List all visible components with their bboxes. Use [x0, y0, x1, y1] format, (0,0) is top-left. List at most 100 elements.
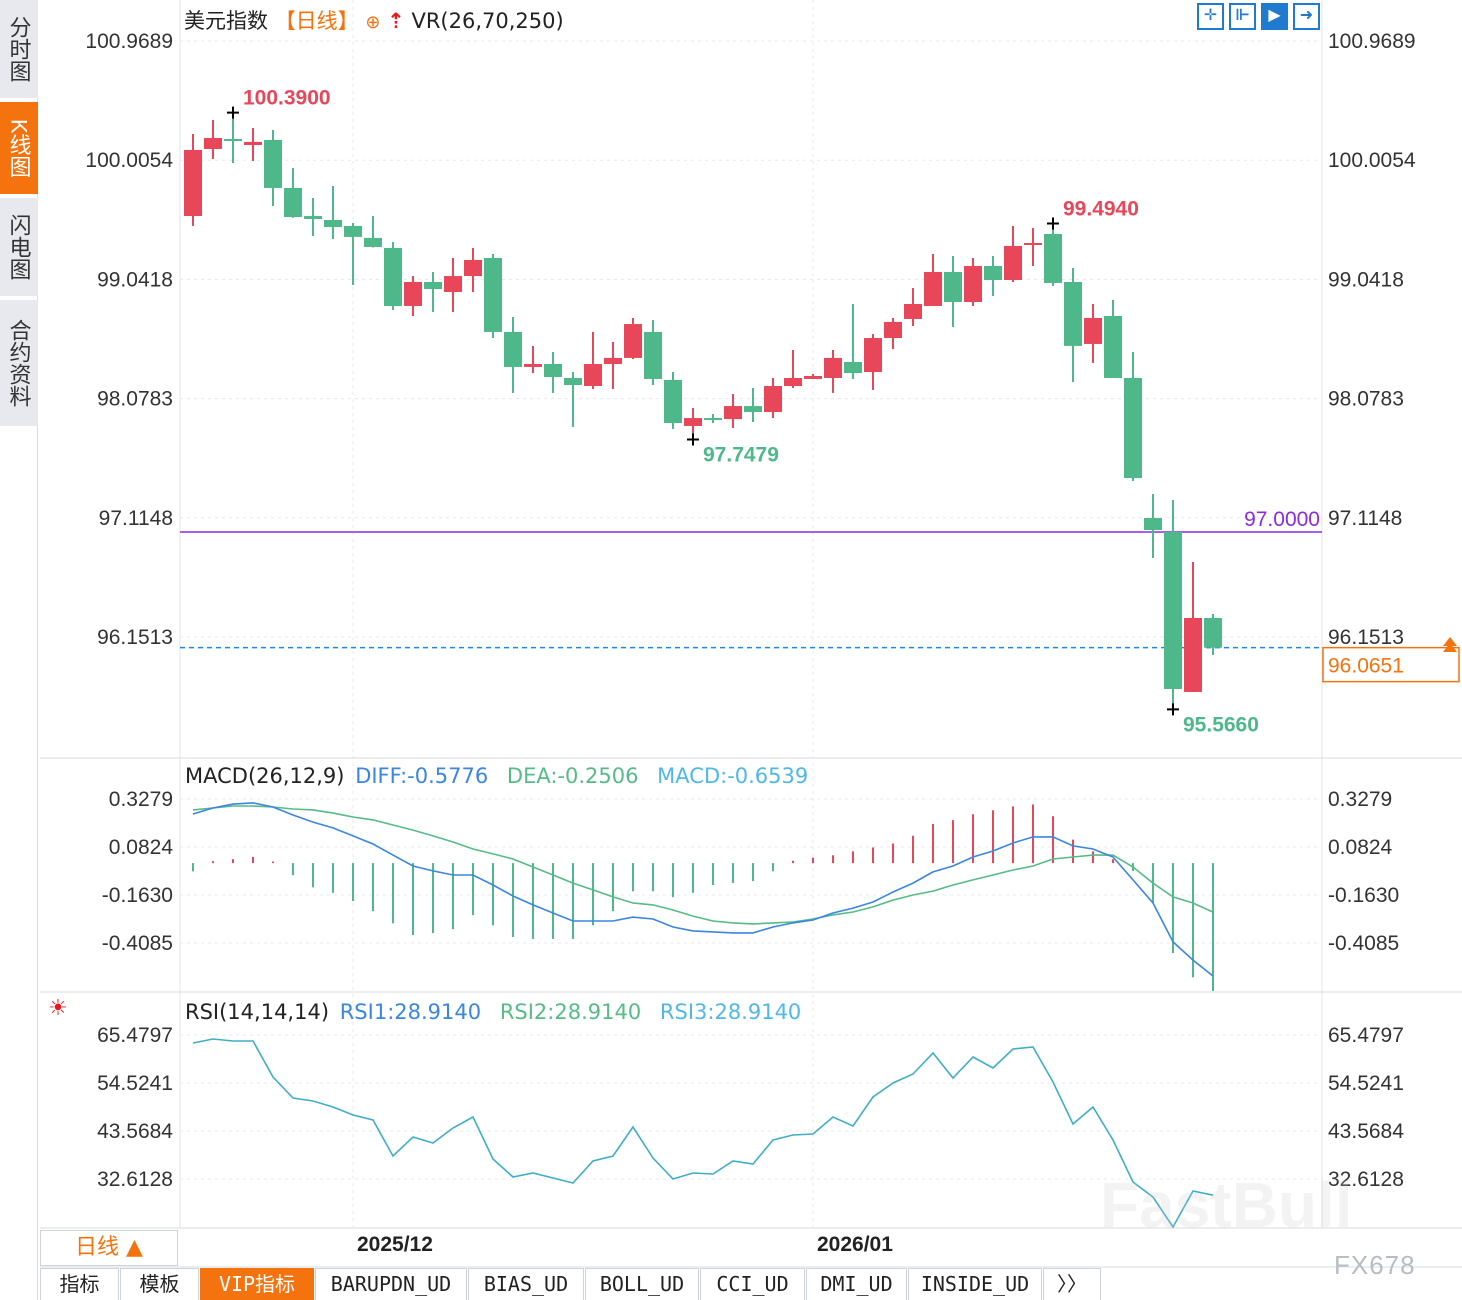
candle-body [544, 363, 562, 377]
extreme-price-label: 99.4940 [1063, 197, 1139, 220]
sidebar-item-timeshare[interactable]: 分时图 [0, 0, 38, 98]
candle-body [244, 141, 262, 146]
scroll-latest-icon [1443, 637, 1457, 652]
indicator-settings-icon[interactable]: ☀ [48, 995, 68, 1020]
macd-macd-value: MACD:-0.6539 [657, 764, 809, 788]
y-tick-label-left: 65.4797 [97, 1024, 173, 1047]
y-tick-label-left: 0.0824 [109, 836, 174, 859]
extreme-marker-icon [1167, 703, 1179, 716]
y-tick-label-right: 43.5684 [1328, 1120, 1404, 1143]
price-level-label: 97.0000 [1244, 508, 1320, 531]
extreme-marker-icon [227, 106, 239, 119]
y-tick-label-left: 96.1513 [97, 626, 173, 649]
y-tick-label-right: -0.4085 [1328, 932, 1399, 955]
last-price-label: 96.0651 [1328, 655, 1404, 678]
y-tick-label-left: -0.1630 [102, 884, 173, 907]
extreme-price-label: 95.5660 [1183, 713, 1259, 736]
candle-body [564, 377, 582, 386]
candle-body [964, 266, 982, 303]
indicator-label: VR(26,70,250) [411, 9, 564, 33]
tab-barupdn[interactable]: BARUPDN_UD [315, 1268, 467, 1300]
extreme-marker-icon [1047, 217, 1059, 230]
candle-body [404, 281, 422, 306]
crosshair-icon[interactable]: ✛ [1197, 3, 1224, 30]
move-right-icon[interactable]: ➜ [1293, 3, 1320, 30]
tab-indicators[interactable]: 指标 [40, 1268, 119, 1300]
y-tick-label-left: 100.9689 [85, 30, 173, 53]
watermark-brand: FastBull [1100, 1169, 1353, 1241]
candle-body [1004, 245, 1022, 280]
candle-body [744, 406, 762, 412]
tab-boll[interactable]: BOLL_UD [585, 1268, 699, 1300]
candle-body [1044, 233, 1062, 283]
date-label-dec: 2025/12 [357, 1233, 433, 1256]
tab-templates[interactable]: 模板 [120, 1268, 199, 1300]
rsi-title: RSI(14,14,14) [185, 1000, 330, 1024]
date-label-jan: 2026/01 [817, 1233, 893, 1256]
tab-cci[interactable]: CCI_UD [700, 1268, 805, 1300]
candle-body [664, 379, 682, 424]
candle-body [344, 225, 362, 237]
y-tick-label-left: 98.0783 [97, 388, 173, 411]
y-tick-label-right: 100.9689 [1328, 30, 1416, 53]
sidebar: 分时图 K线图 闪电图 合约资料 [0, 0, 38, 1300]
macd-dea-value: DEA:-0.2506 [506, 764, 639, 788]
macd-title: MACD(26,12,9) [185, 764, 345, 788]
candle-body [1184, 617, 1202, 692]
candle-body [304, 216, 322, 220]
rsi3-value: RSI3:28.9140 [659, 1000, 802, 1024]
candle-body [384, 247, 402, 306]
candle-body [764, 386, 782, 412]
arrow-up-icon[interactable]: ⇡ [387, 9, 405, 33]
play-icon[interactable]: ▶ [1261, 3, 1288, 30]
sidebar-item-kline[interactable]: K线图 [0, 102, 38, 194]
candle-body [624, 324, 642, 358]
candle-body [1104, 315, 1122, 378]
tab-vip-indicators[interactable]: VIP指标 [200, 1268, 314, 1300]
y-tick-label-left: 0.3279 [109, 788, 173, 811]
candle-body [704, 418, 722, 421]
candle-body [524, 363, 542, 367]
last-price-box [1322, 646, 1460, 683]
candle-body [484, 257, 502, 332]
y-tick-label-left: 100.0054 [85, 149, 173, 172]
candle-body [1204, 617, 1222, 648]
candle-body [264, 139, 282, 188]
candle-body [184, 149, 202, 217]
candle-body [1124, 377, 1142, 479]
rsi-header: RSI(14,14,14) RSI1:28.9140 RSI2:28.9140 … [185, 1000, 801, 1024]
period-select-button[interactable]: 日线 ▲ [40, 1230, 178, 1266]
y-tick-label-right: -0.1630 [1328, 884, 1399, 907]
y-tick-label-right: 0.3279 [1328, 788, 1392, 811]
candle-body [324, 219, 342, 228]
tab-inside[interactable]: INSIDE_UD [908, 1268, 1042, 1300]
tab-dmi[interactable]: DMI_UD [806, 1268, 907, 1300]
period-label: 【日线】 [274, 9, 359, 33]
candle-body [504, 331, 522, 367]
y-tick-label-right: 98.0783 [1328, 388, 1404, 411]
add-indicator-icon[interactable]: ⊕ [365, 12, 381, 33]
rsi-line [192, 1038, 1214, 1229]
macd-dea-line [192, 805, 1214, 925]
candle-body [604, 357, 622, 364]
candle-body [804, 375, 822, 379]
range-select-icon[interactable]: ⊩ [1229, 3, 1256, 30]
candle-body [1164, 531, 1182, 689]
rsi2-value: RSI2:28.9140 [499, 1000, 642, 1024]
candle-body [644, 331, 662, 379]
sidebar-item-flash[interactable]: 闪电图 [0, 198, 38, 296]
rsi1-value: RSI1:28.9140 [339, 1000, 482, 1024]
candle-body [864, 338, 882, 373]
candle-body [824, 357, 842, 378]
candle-body [684, 418, 702, 426]
y-tick-label-left: 99.0418 [97, 268, 173, 291]
tab-bias[interactable]: BIAS_UD [468, 1268, 584, 1300]
macd-header: MACD(26,12,9) DIFF:-0.5776 DEA:-0.2506 M… [185, 764, 808, 788]
y-tick-label-left: 54.5241 [97, 1072, 173, 1095]
y-tick-label-right: 0.0824 [1328, 836, 1393, 859]
tab-more-button[interactable]: 〉〉 [1043, 1268, 1101, 1300]
y-tick-label-left: 32.6128 [97, 1168, 173, 1191]
sidebar-item-contract-info[interactable]: 合约资料 [0, 300, 38, 426]
candle-body [464, 259, 482, 277]
